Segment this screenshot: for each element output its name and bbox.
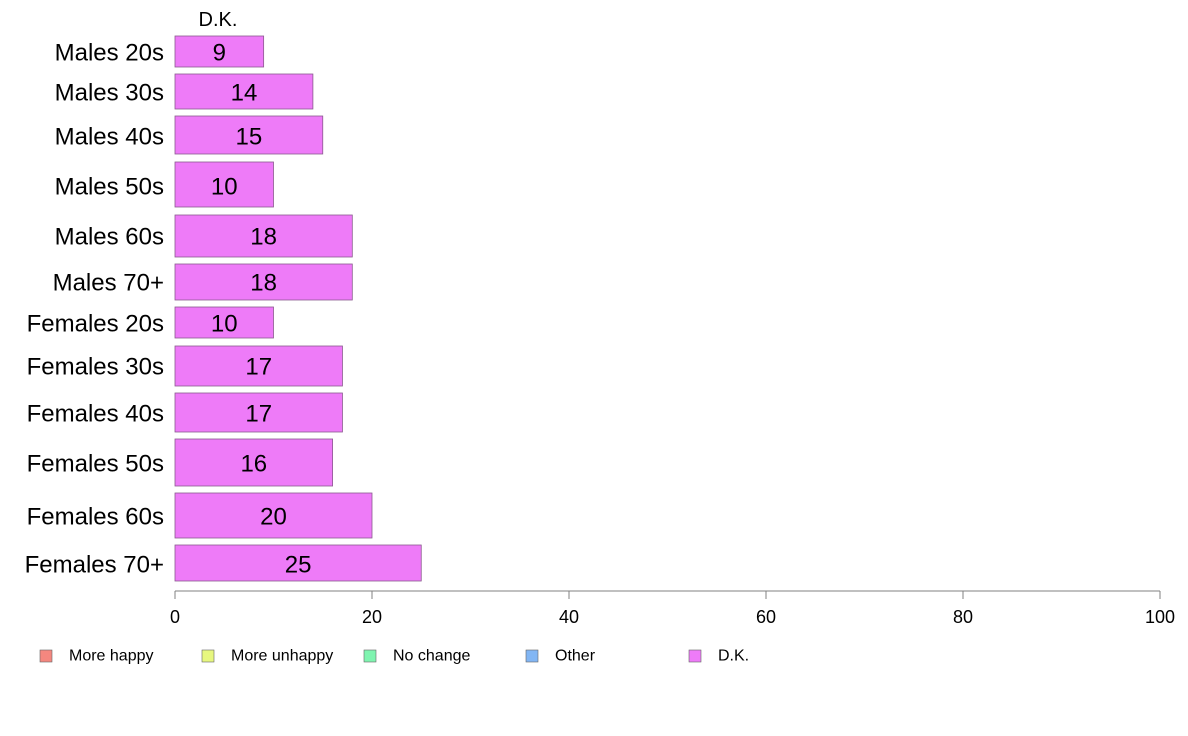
bar-segment <box>174 161 274 208</box>
legend-label: More happy <box>69 648 154 665</box>
bar-value-label: 17 <box>245 354 272 381</box>
bar-value-label: 17 <box>245 401 272 428</box>
legend-label: D.K. <box>718 648 749 665</box>
category-label: Males 30s <box>55 80 164 107</box>
bar-segment <box>174 35 265 68</box>
series-heading: D.K. <box>199 9 238 31</box>
bar-value-label: 10 <box>211 174 238 201</box>
category-label: Females 40s <box>27 401 164 428</box>
category-label: Females 30s <box>27 354 164 381</box>
category-label: Males 40s <box>55 124 164 151</box>
legend-swatch <box>201 649 215 663</box>
bar-value-label: 18 <box>250 224 277 251</box>
bar-segment <box>174 492 373 539</box>
x-tick-label: 0 <box>170 607 180 627</box>
bar-segment <box>174 345 343 387</box>
bar-segment <box>174 438 334 487</box>
legend: More happy More unhappy No change Other D.K. <box>39 648 749 665</box>
bar-value-label: 14 <box>231 80 258 107</box>
category-label: Males 50s <box>55 174 164 201</box>
x-tick-label: 80 <box>953 607 973 627</box>
legend-swatch <box>525 649 539 663</box>
bar-segment <box>174 544 422 582</box>
bar-value-label: 25 <box>285 552 312 579</box>
bar-segment <box>174 73 314 110</box>
bar-value-label: 20 <box>260 504 287 531</box>
x-tick-label: 100 <box>1145 607 1175 627</box>
category-labels: Males 20s Males 30s Males 40s Males 50s Male… <box>25 40 164 579</box>
bar-value-label: 9 <box>213 40 226 67</box>
legend-swatch <box>39 649 53 663</box>
x-tick-label: 40 <box>559 607 579 627</box>
bar-segment <box>174 115 324 155</box>
category-label: Females 60s <box>27 504 164 531</box>
bar-value-label: 18 <box>250 270 277 297</box>
bar-value-label: 16 <box>240 451 267 478</box>
category-label: Males 60s <box>55 224 164 251</box>
legend-swatch <box>363 649 377 663</box>
category-label: Males 70+ <box>53 270 164 297</box>
category-label: Females 50s <box>27 451 164 478</box>
bar-value-labels: 914 15 10 18 18 10 17 17 16 20 25 <box>211 40 312 579</box>
bar-segment <box>174 214 353 258</box>
x-tick-label: 60 <box>756 607 776 627</box>
bar-value-label: 10 <box>211 311 238 338</box>
legend-label: No change <box>393 648 470 665</box>
x-axis: 0 20 40 60 80 100 <box>170 590 1175 627</box>
legend-label: Other <box>555 648 596 665</box>
legend-label: More unhappy <box>231 648 333 665</box>
bar-segment <box>174 263 353 301</box>
category-label: Females 20s <box>27 311 164 338</box>
bars <box>174 35 422 582</box>
category-label: Males 20s <box>55 40 164 67</box>
x-tick-label: 20 <box>362 607 382 627</box>
category-label: Females 70+ <box>25 552 164 579</box>
bar-segment <box>174 306 274 339</box>
bar-value-label: 15 <box>236 124 263 151</box>
bar-segment <box>174 392 343 433</box>
legend-swatch <box>688 649 702 663</box>
